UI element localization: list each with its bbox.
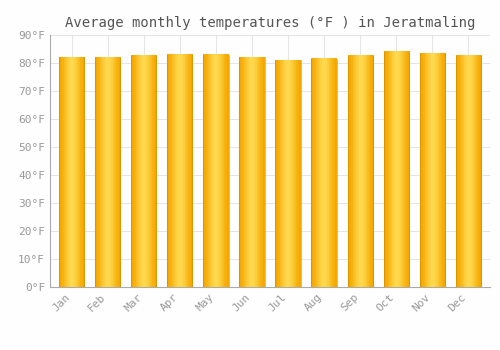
Title: Average monthly temperatures (°F ) in Jeratmaling: Average monthly temperatures (°F ) in Je…	[65, 16, 475, 30]
